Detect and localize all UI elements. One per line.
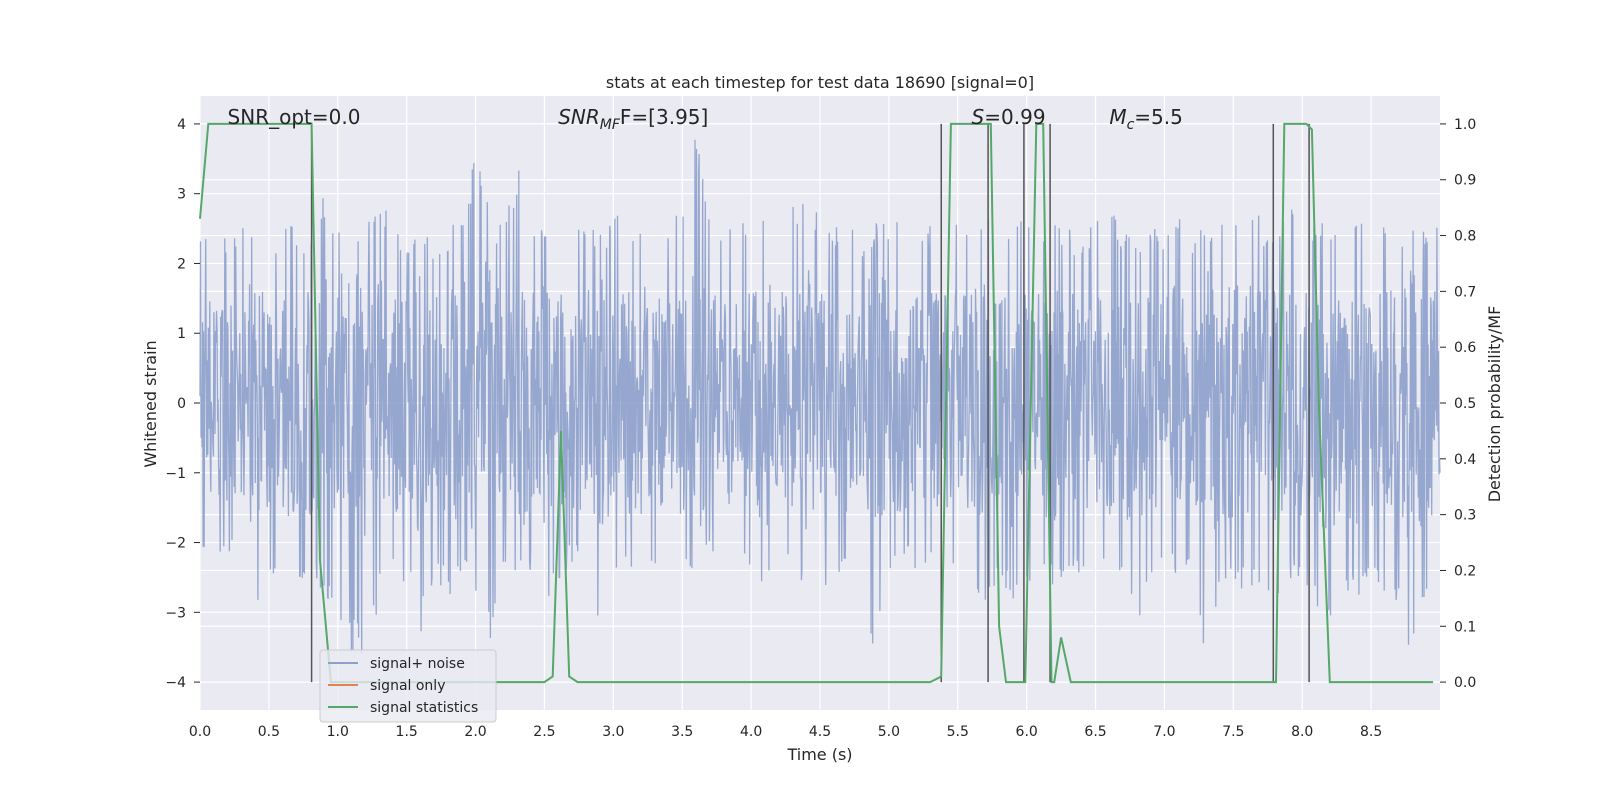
- legend: signal+ noise signal only signal statist…: [319, 649, 497, 723]
- x-tick-label-14: 7.0: [1153, 724, 1175, 740]
- annotation-1: SNRMFF=[3.95]: [558, 105, 708, 133]
- x-tick-label-12: 6.0: [1016, 724, 1038, 740]
- legend-label-signal: signal only: [370, 678, 445, 694]
- legend-label-stats: signal statistics: [370, 700, 478, 716]
- y-left-tick-label-3: 1: [177, 326, 186, 342]
- annotations: SNR_opt=0.0 SNRMFF=[3.95] S=0.99 Mc=5.5: [228, 105, 1183, 133]
- legend-label-noise: signal+ noise: [370, 656, 465, 672]
- x-tick-label-7: 3.5: [671, 724, 693, 740]
- strain-series: [199, 139, 1441, 654]
- x-tick-label-1: 0.5: [258, 724, 280, 740]
- y-axis-label-right: Detection probability/MF: [1485, 306, 1504, 503]
- x-tick-label-13: 6.5: [1084, 724, 1106, 740]
- x-tick-label-2: 1.0: [327, 724, 349, 740]
- y-left-tick-label-1: 3: [177, 187, 186, 203]
- annotation-0: SNR_opt=0.0: [228, 105, 361, 129]
- x-tick-label-15: 7.5: [1222, 724, 1244, 740]
- x-tick-label-6: 3.0: [602, 724, 624, 740]
- y-right-tick-label-4: 0.6: [1454, 340, 1476, 356]
- y-left-tick-label-6: −2: [165, 536, 186, 552]
- y-right-tick-label-0: 1.0: [1454, 117, 1476, 133]
- y-left-tick-labels: 4 3 2 1 0 −1 −2 −3 −4: [165, 117, 200, 691]
- y-left-tick-label-5: −1: [165, 466, 186, 482]
- x-tick-label-3: 1.5: [396, 724, 418, 740]
- y-left-tick-label-8: −4: [165, 675, 186, 691]
- x-tick-labels: 0.0 0.5 1.0 1.5 2.0 2.5 3.0 3.5 4.0 4.5 5.0 5.5 6.0 6…: [189, 724, 1382, 740]
- x-tick-label-8: 4.0: [740, 724, 762, 740]
- y-right-tick-label-6: 0.4: [1454, 452, 1476, 468]
- y-right-tick-label-9: 0.1: [1454, 619, 1476, 635]
- x-tick-label-5: 2.5: [533, 724, 555, 740]
- x-tick-label-9: 4.5: [809, 724, 831, 740]
- chart-title: stats at each timestep for test data 186…: [606, 73, 1034, 92]
- x-tick-label-10: 5.0: [878, 724, 900, 740]
- y-left-tick-label-7: −3: [165, 605, 186, 621]
- y-left-tick-label-2: 2: [177, 256, 186, 272]
- y-right-tick-label-3: 0.7: [1454, 284, 1476, 300]
- x-tick-label-11: 5.5: [947, 724, 969, 740]
- y-right-tick-label-7: 0.3: [1454, 508, 1476, 524]
- annotation-2: S=0.99: [972, 105, 1046, 129]
- x-tick-label-4: 2.0: [464, 724, 486, 740]
- series-signal-noise-line: [199, 139, 1441, 654]
- y-right-tick-label-10: 0.0: [1454, 675, 1476, 691]
- y-right-tick-label-2: 0.8: [1454, 229, 1476, 245]
- y-left-tick-label-4: 0: [177, 396, 186, 412]
- y-right-tick-label-1: 0.9: [1454, 173, 1476, 189]
- y-right-tick-label-5: 0.5: [1454, 396, 1476, 412]
- x-tick-label-17: 8.5: [1360, 724, 1382, 740]
- legend-box: [319, 649, 497, 723]
- y-left-tick-label-0: 4: [177, 117, 186, 133]
- y-right-tick-labels: 1.0 0.9 0.8 0.7 0.6 0.5 0.4 0.3 0.2 0.1 0.0: [1440, 117, 1476, 691]
- y-axis-label-left: Whitened strain: [141, 340, 160, 467]
- x-axis-label: Time (s): [786, 745, 852, 764]
- y-right-tick-label-8: 0.2: [1454, 563, 1476, 579]
- x-tick-label-16: 8.0: [1291, 724, 1313, 740]
- x-tick-label-0: 0.0: [189, 724, 211, 740]
- annotation-3: Mc=5.5: [1109, 105, 1183, 133]
